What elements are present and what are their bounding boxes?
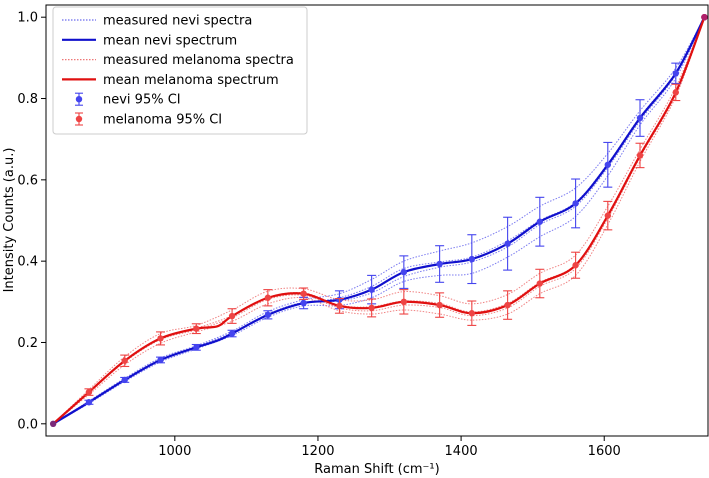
y-tick-label: 0.4: [17, 255, 38, 270]
nevi-ci-point: [121, 376, 128, 384]
nevi-ci-point: [157, 356, 164, 364]
melanoma-ci-point: [604, 212, 612, 219]
legend-entry-label: melanoma 95% CI: [103, 113, 222, 128]
nevi-ci-point: [636, 114, 644, 122]
y-tick-label: 0.8: [17, 92, 38, 107]
y-axis-label: Intensity Counts (a.u.): [2, 148, 17, 293]
x-tick-label: 1000: [158, 444, 191, 459]
melanoma-ci-point: [400, 298, 408, 306]
legend-entry-label: nevi 95% CI: [103, 93, 181, 108]
nevi-ci-point: [264, 311, 272, 319]
y-tick-label: 1.0: [17, 11, 38, 26]
melanoma-ci-point: [85, 388, 93, 396]
y-tick-label: 0.6: [17, 173, 38, 188]
melanoma-ci-point: [436, 301, 443, 309]
nevi-ci-point: [368, 286, 375, 293]
melanoma-ci-point: [228, 312, 236, 320]
legend-entry-label: mean nevi spectrum: [103, 33, 237, 48]
melanoma-ci-point: [672, 89, 679, 96]
x-tick-label: 1400: [445, 444, 478, 459]
x-axis-label: Raman Shift (cm⁻¹): [314, 462, 439, 477]
melanoma-ci-point: [300, 290, 307, 297]
nevi-ci-point: [400, 268, 408, 276]
confidence-interval-layer: [49, 13, 708, 428]
nevi-ci-point: [436, 260, 443, 268]
start-point: [49, 420, 57, 428]
melanoma-ci-point: [636, 152, 644, 159]
nevi-ci-point: [228, 330, 236, 337]
melanoma-ci-point: [468, 310, 476, 317]
melanoma-ci-point: [264, 294, 272, 301]
nevi-ci-point: [193, 344, 200, 351]
melanoma-ci-point: [504, 301, 511, 309]
melanoma-ci-point: [157, 335, 164, 342]
melanoma-ci-point: [536, 280, 544, 287]
y-tick-label: 0.0: [17, 417, 38, 432]
end-point: [701, 13, 708, 21]
legend-swatch-point: [75, 96, 83, 103]
melanoma-ci-point: [121, 357, 128, 364]
legend-entry-label: mean melanoma spectrum: [103, 73, 279, 88]
x-axis: 1000 1200 1400 1600: [158, 436, 621, 459]
y-axis: 0.0 0.2 0.4 0.6 0.8 1.0: [17, 11, 46, 432]
melanoma-ci-point: [193, 325, 200, 332]
melanoma-ci-point: [368, 304, 375, 312]
nevi-ci-point: [300, 299, 307, 307]
nevi-ci-point: [85, 399, 93, 406]
nevi-ci-point: [672, 70, 679, 77]
legend-entry-label: measured nevi spectra: [103, 14, 252, 29]
nevi-ci-point: [536, 218, 544, 225]
x-tick-label: 1600: [588, 444, 621, 459]
melanoma-ci-point: [572, 262, 579, 269]
nevi-ci-point: [468, 255, 476, 263]
measured-nevi-line: [52, 16, 705, 425]
plot-frame: [45, 4, 709, 437]
x-tick-label: 1200: [301, 444, 334, 459]
nevi-ci-point: [504, 240, 511, 247]
legend-box: [52, 6, 308, 135]
legend: measured nevi spectra mean nevi spectrum m…: [52, 6, 308, 135]
nevi-ci-point: [572, 200, 579, 207]
y-tick-label: 0.2: [17, 336, 38, 351]
legend-swatch-point: [75, 115, 83, 123]
nevi-ci-point: [604, 161, 612, 168]
legend-entry-label: measured melanoma spectra: [103, 53, 294, 68]
melanoma-ci-point: [336, 302, 343, 310]
